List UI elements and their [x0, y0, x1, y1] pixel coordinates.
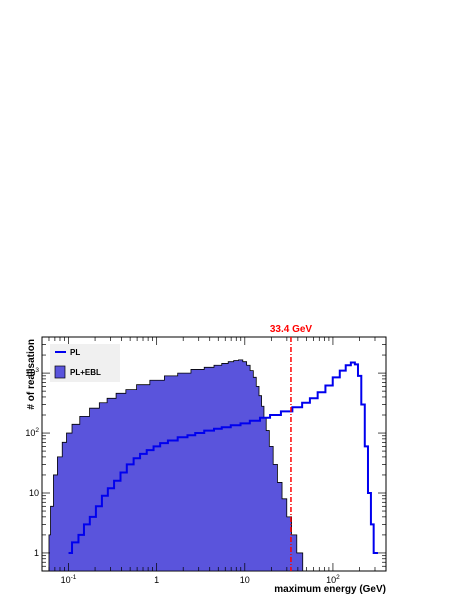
- y-tick-label: 102: [25, 427, 39, 438]
- y-axis-title: # of realisation: [26, 339, 37, 410]
- chart-marks: [48, 359, 378, 572]
- cutoff-label: 33.4 GeV: [270, 324, 313, 335]
- series-pl: [68, 361, 378, 554]
- legend-pl-label: PL: [70, 348, 80, 357]
- x-tick-label: 102: [326, 574, 340, 585]
- legend-pl-ebl-label: PL+EBL: [70, 368, 101, 377]
- y-tick-label: 10: [29, 488, 39, 498]
- x-tick-label: 1: [154, 575, 159, 585]
- x-tick-label: 10-1: [61, 574, 77, 585]
- x-axis-title: maximum energy (GeV): [274, 584, 386, 595]
- energy-cutoff-annotation: 33.4 GeV: [270, 324, 313, 571]
- chart-axes: 10-1 1 10 102 1 10 102 103: [25, 336, 387, 585]
- x-tick-label: 10: [240, 575, 250, 585]
- legend: PL PL+EBL: [50, 344, 120, 382]
- y-tick-label: 1: [34, 548, 39, 558]
- series-pl-ebl: [48, 359, 304, 572]
- legend-pl-ebl-swatch: [54, 365, 66, 379]
- y-tick-label: 103: [25, 367, 39, 378]
